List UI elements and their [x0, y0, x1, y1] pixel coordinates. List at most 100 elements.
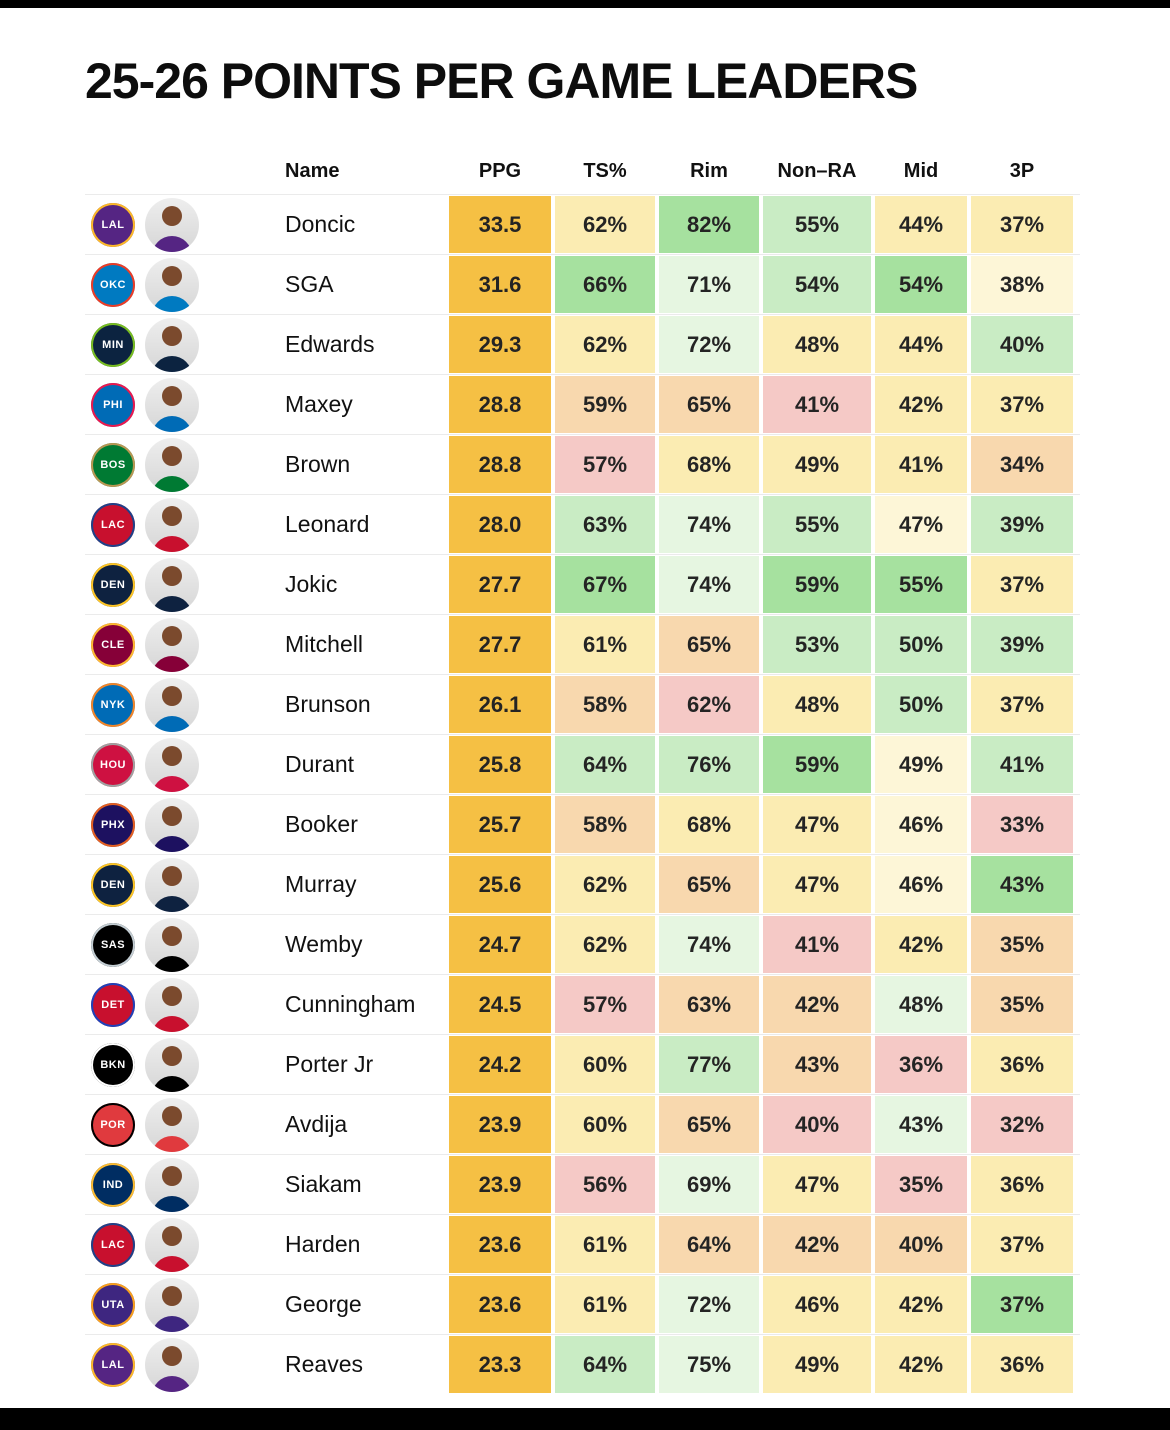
stat-ts: 58%	[555, 676, 655, 733]
player-headshot	[145, 677, 199, 732]
col-header-mid: Mid	[903, 159, 939, 182]
stat-nonra: 48%	[763, 676, 871, 733]
table-body: LAL Doncic 33.5 62% 82% 55% 44% 37% OKC …	[85, 194, 1080, 1394]
table-row: LAC Leonard 28.0 63% 74% 55% 47% 39%	[85, 494, 1080, 554]
jersey-shape	[152, 415, 192, 432]
player-name: Siakam	[285, 1171, 362, 1197]
player-identity: CLE	[85, 615, 255, 674]
stat-3p: 37%	[971, 1276, 1073, 1333]
jersey-shape	[152, 1195, 192, 1212]
team-logo-icon: IND	[91, 1162, 135, 1207]
stat-ts: 66%	[555, 256, 655, 313]
jersey-shape	[152, 355, 192, 372]
jersey-shape	[152, 895, 192, 912]
player-identity: IND	[85, 1155, 255, 1214]
stat-ppg: 23.9	[449, 1156, 551, 1213]
stat-mid: 43%	[875, 1096, 967, 1153]
stat-rim: 65%	[659, 616, 759, 673]
stat-ppg: 29.3	[449, 316, 551, 373]
col-header-nonra: Non–RA	[777, 159, 857, 182]
infographic: 25-26 POINTS PER GAME LEADERS Name PPG T…	[0, 8, 1170, 1394]
stat-rim: 65%	[659, 856, 759, 913]
table-row: PHX Booker 25.7 58% 68% 47% 46% 33%	[85, 794, 1080, 854]
jersey-shape	[152, 1015, 192, 1032]
jersey-shape	[152, 955, 192, 972]
player-name: Cunningham	[285, 991, 416, 1017]
table-row: BOS Brown 28.8 57% 68% 49% 41% 34%	[85, 434, 1080, 494]
stat-3p: 43%	[971, 856, 1073, 913]
stat-mid: 42%	[875, 1276, 967, 1333]
player-name: Porter Jr	[285, 1051, 374, 1077]
stat-nonra: 59%	[763, 556, 871, 613]
player-headshot	[145, 1037, 199, 1092]
table-row: BKN Porter Jr 24.2 60% 77% 43% 36% 36%	[85, 1034, 1080, 1094]
team-logo-icon: DET	[91, 982, 135, 1027]
stat-3p: 37%	[971, 556, 1073, 613]
stat-nonra: 55%	[763, 496, 871, 553]
team-logo-icon: DEN	[91, 562, 135, 607]
player-headshot	[145, 557, 199, 612]
stat-ts: 57%	[555, 436, 655, 493]
head-shape	[162, 805, 182, 826]
stat-ts: 57%	[555, 976, 655, 1033]
stat-ppg: 23.6	[449, 1216, 551, 1273]
head-shape	[162, 625, 182, 646]
player-identity: LAL	[85, 1335, 255, 1394]
stat-mid: 48%	[875, 976, 967, 1033]
stat-3p: 32%	[971, 1096, 1073, 1153]
stat-nonra: 41%	[763, 916, 871, 973]
stat-ppg: 25.8	[449, 736, 551, 793]
stat-nonra: 42%	[763, 976, 871, 1033]
stat-ppg: 28.0	[449, 496, 551, 553]
table-row: POR Avdija 23.9 60% 65% 40% 43% 32%	[85, 1094, 1080, 1154]
jersey-shape	[152, 1135, 192, 1152]
player-headshot	[145, 317, 199, 372]
team-abbr: LAL	[101, 1358, 125, 1371]
head-shape	[162, 865, 182, 886]
stat-3p: 37%	[971, 1216, 1073, 1273]
player-headshot	[145, 497, 199, 552]
jersey-shape	[152, 235, 192, 252]
ppg-leaders-table: Name PPG TS% Rim Non–RA Mid 3P LAL Donci…	[85, 148, 1080, 1394]
stat-rim: 77%	[659, 1036, 759, 1093]
stat-rim: 63%	[659, 976, 759, 1033]
stat-ppg: 24.2	[449, 1036, 551, 1093]
stat-rim: 68%	[659, 436, 759, 493]
head-shape	[162, 265, 182, 286]
player-identity: LAC	[85, 495, 255, 554]
player-identity: HOU	[85, 735, 255, 794]
table-row: LAL Reaves 23.3 64% 75% 49% 42% 36%	[85, 1334, 1080, 1394]
team-abbr: BOS	[100, 458, 126, 471]
team-abbr: PHI	[103, 398, 123, 411]
jersey-shape	[152, 595, 192, 612]
head-shape	[162, 1165, 182, 1186]
stat-mid: 47%	[875, 496, 967, 553]
head-shape	[162, 445, 182, 466]
stat-ppg: 28.8	[449, 436, 551, 493]
stat-nonra: 48%	[763, 316, 871, 373]
team-abbr: SAS	[100, 938, 126, 951]
team-logo-icon: OKC	[91, 262, 135, 307]
player-name: Maxey	[285, 391, 353, 417]
head-shape	[162, 1345, 182, 1366]
stat-ppg: 26.1	[449, 676, 551, 733]
player-name: Durant	[285, 751, 355, 777]
bottom-letterbox-bar	[0, 1408, 1170, 1430]
jersey-shape	[152, 295, 192, 312]
player-name: Wemby	[285, 931, 363, 957]
player-headshot	[145, 437, 199, 492]
player-identity: MIN	[85, 315, 255, 374]
stat-nonra: 54%	[763, 256, 871, 313]
stat-ppg: 24.7	[449, 916, 551, 973]
player-identity: DEN	[85, 855, 255, 914]
stat-ts: 61%	[555, 1276, 655, 1333]
jersey-shape	[152, 1315, 192, 1332]
stat-mid: 55%	[875, 556, 967, 613]
stat-3p: 39%	[971, 616, 1073, 673]
player-identity: DET	[85, 975, 255, 1034]
stat-rim: 75%	[659, 1336, 759, 1393]
head-shape	[162, 385, 182, 406]
table-row: DEN Jokic 27.7 67% 74% 59% 55% 37%	[85, 554, 1080, 614]
stat-3p: 41%	[971, 736, 1073, 793]
table-row: PHI Maxey 28.8 59% 65% 41% 42% 37%	[85, 374, 1080, 434]
